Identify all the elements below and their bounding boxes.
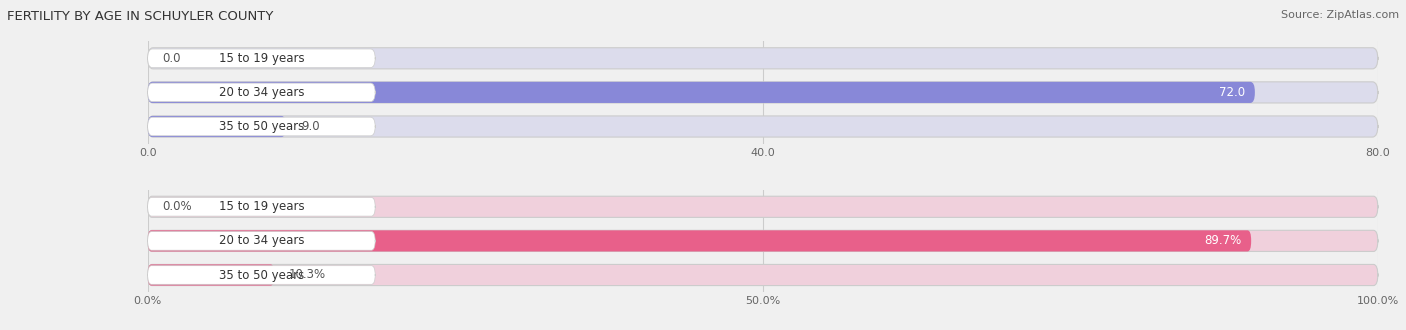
Text: 20 to 34 years: 20 to 34 years [219, 234, 304, 248]
FancyBboxPatch shape [148, 49, 375, 68]
Text: 72.0: 72.0 [1219, 86, 1246, 99]
Text: Source: ZipAtlas.com: Source: ZipAtlas.com [1281, 10, 1399, 20]
Text: FERTILITY BY AGE IN SCHUYLER COUNTY: FERTILITY BY AGE IN SCHUYLER COUNTY [7, 10, 273, 23]
Text: 89.7%: 89.7% [1204, 234, 1241, 248]
FancyBboxPatch shape [148, 197, 375, 216]
Text: 15 to 19 years: 15 to 19 years [218, 200, 304, 213]
Text: 15 to 19 years: 15 to 19 years [218, 52, 304, 65]
FancyBboxPatch shape [148, 116, 1378, 137]
Text: 0.0%: 0.0% [163, 200, 193, 213]
Text: 9.0: 9.0 [301, 120, 319, 133]
FancyBboxPatch shape [148, 83, 375, 102]
FancyBboxPatch shape [148, 230, 1251, 251]
FancyBboxPatch shape [148, 266, 375, 284]
FancyBboxPatch shape [148, 264, 1378, 285]
FancyBboxPatch shape [148, 48, 1378, 69]
FancyBboxPatch shape [148, 196, 1378, 217]
Text: 0.0: 0.0 [163, 52, 181, 65]
FancyBboxPatch shape [148, 116, 285, 137]
FancyBboxPatch shape [148, 82, 1378, 103]
Text: 10.3%: 10.3% [290, 269, 326, 281]
FancyBboxPatch shape [148, 230, 1378, 251]
FancyBboxPatch shape [148, 117, 375, 136]
Text: 20 to 34 years: 20 to 34 years [219, 86, 304, 99]
Text: 35 to 50 years: 35 to 50 years [219, 120, 304, 133]
FancyBboxPatch shape [148, 232, 375, 250]
FancyBboxPatch shape [148, 264, 274, 285]
FancyBboxPatch shape [148, 82, 1256, 103]
Text: 35 to 50 years: 35 to 50 years [219, 269, 304, 281]
